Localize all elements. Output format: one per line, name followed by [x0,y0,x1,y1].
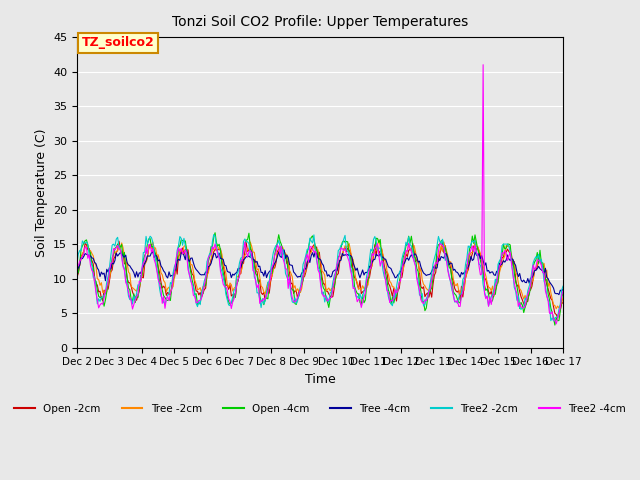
Legend: Open -2cm, Tree -2cm, Open -4cm, Tree -4cm, Tree2 -2cm, Tree2 -4cm: Open -2cm, Tree -2cm, Open -4cm, Tree -4… [10,399,630,418]
X-axis label: Time: Time [305,373,335,386]
Title: Tonzi Soil CO2 Profile: Upper Temperatures: Tonzi Soil CO2 Profile: Upper Temperatur… [172,15,468,29]
Text: TZ_soilco2: TZ_soilco2 [82,36,155,49]
Y-axis label: Soil Temperature (C): Soil Temperature (C) [35,128,47,257]
